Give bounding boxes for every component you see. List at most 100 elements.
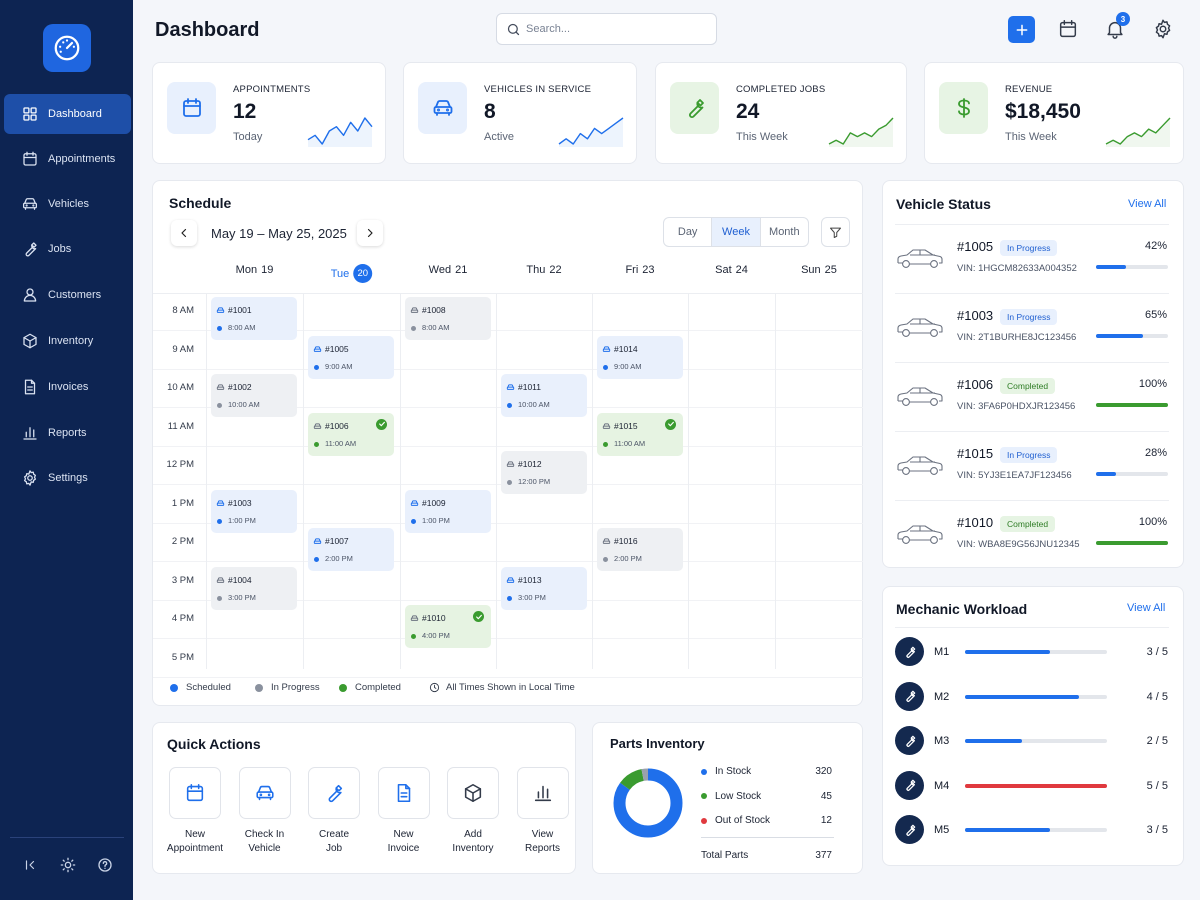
mechanic-row-m4[interactable]: M4 5 / 5 xyxy=(883,770,1183,801)
appointment-1002[interactable]: #1002 10:00 AM xyxy=(211,374,297,417)
search-input[interactable] xyxy=(526,20,706,38)
mechanic-row-m1[interactable]: M1 3 / 5 xyxy=(883,637,1183,667)
speedometer-logo-icon[interactable] xyxy=(43,24,91,72)
mechanic-workload-view-all-link[interactable]: View All xyxy=(1127,602,1166,614)
donut-segment-out-of-stock xyxy=(613,768,683,838)
view-week-button[interactable]: Week xyxy=(712,218,761,246)
completed-check-icon xyxy=(473,611,484,622)
completed-check-icon xyxy=(665,418,676,430)
box-icon[interactable] xyxy=(447,767,499,819)
next-week-button[interactable] xyxy=(357,220,383,246)
workload-bar-fill xyxy=(965,783,1107,788)
appointment-1006[interactable]: #1006 11:00 AM xyxy=(308,412,394,456)
day-header-wed[interactable]: Wed 21 xyxy=(429,264,468,276)
schedule-title: Schedule xyxy=(169,195,232,211)
appointment-time: 1:00 PM xyxy=(228,515,256,525)
sidebar-item-dashboard[interactable]: Dashboard xyxy=(4,94,131,134)
day-name: Tue xyxy=(330,267,350,280)
stat-subtitle: This Week xyxy=(736,131,788,143)
trend-sparkline xyxy=(307,113,373,147)
day-header-mon[interactable]: Mon 19 xyxy=(236,264,274,276)
appointment-1003[interactable]: #1003 1:00 PM xyxy=(211,489,297,533)
add-button[interactable] xyxy=(1008,16,1035,43)
appointment-time: 2:00 PM xyxy=(614,554,642,563)
previous-week-button[interactable] xyxy=(171,220,197,246)
sidebar-item-reports[interactable]: Reports xyxy=(4,413,131,453)
appointment-1007[interactable]: #1007 2:00 PM xyxy=(308,528,394,571)
mechanic-row-m2[interactable]: M2 4 / 5 xyxy=(883,681,1183,712)
day-header-sat[interactable]: Sat 24 xyxy=(715,264,748,276)
sidebar-item-invoices[interactable]: Invoices xyxy=(4,367,131,407)
appointment-1009[interactable]: #1009 1:00 PM xyxy=(405,489,491,533)
appointment-1016[interactable]: #1016 2:00 PM xyxy=(597,528,683,571)
vehicle-row-1003[interactable]: #1003 In Progress 65% VIN: 2T1BURHE8JC12345… xyxy=(883,294,1183,364)
appointment-id: #1012 xyxy=(518,459,542,469)
theme-sun-icon[interactable] xyxy=(58,855,78,875)
settings-gear-icon[interactable] xyxy=(1152,18,1174,40)
sidebar-item-appointments[interactable]: Appointments xyxy=(4,139,131,179)
trend-sparkline xyxy=(1105,113,1171,147)
help-icon[interactable] xyxy=(95,855,115,875)
document-icon[interactable] xyxy=(377,767,430,819)
appointment-1005[interactable]: #1005 9:00 AM xyxy=(308,335,394,379)
appointment-1012[interactable]: #1012 12:00 PM xyxy=(501,451,587,494)
quick-action-new-appointment[interactable]: New Appointment xyxy=(164,767,226,856)
vehicle-row-1015[interactable]: #1015 In Progress 28% VIN: 5YJ3E1EA7JF12345… xyxy=(883,432,1183,502)
vehicle-row-1006[interactable]: #1006 Completed 100% VIN: 3FA6P0HDXJR123456 xyxy=(883,363,1183,433)
car-icon xyxy=(410,499,419,507)
calendar-icon[interactable] xyxy=(169,767,221,819)
quick-action-view-reports[interactable]: View Reports xyxy=(512,767,574,856)
filter-button[interactable] xyxy=(821,217,850,247)
sidebar-item-inventory[interactable]: Inventory xyxy=(4,321,131,361)
view-month-button[interactable]: Month xyxy=(769,226,800,238)
sidebar-item-settings[interactable]: Settings xyxy=(4,458,131,498)
trend-sparkline xyxy=(828,113,894,147)
page-title: Dashboard xyxy=(155,19,260,41)
search-box[interactable] xyxy=(496,13,717,45)
view-day-button[interactable]: Day xyxy=(664,218,713,246)
vehicle-row-1005[interactable]: #1005 In Progress 42% VIN: 1HGCM82633A00435… xyxy=(883,225,1183,295)
appointment-1008[interactable]: #1008 8:00 AM xyxy=(405,297,491,340)
appointment-1013[interactable]: #1013 3:00 PM xyxy=(501,566,587,610)
workload-bar xyxy=(965,783,1107,788)
appointment-1004[interactable]: #1004 3:00 PM xyxy=(211,566,297,610)
day-header-fri[interactable]: Fri 23 xyxy=(625,264,654,276)
calendar-icon[interactable] xyxy=(1057,18,1079,40)
wrench-icon[interactable] xyxy=(308,767,360,819)
legend-dot xyxy=(170,683,178,692)
sidebar: Dashboard Appointments Vehicles Jobs Custome… xyxy=(0,0,133,900)
appointment-1014[interactable]: #1014 9:00 AM xyxy=(597,335,683,379)
vin-text: VIN: 3FA6P0HDXJR123456 xyxy=(957,401,1075,412)
quick-action-add-inventory[interactable]: Add Inventory xyxy=(442,767,504,856)
vehicle-row-1010[interactable]: #1010 Completed 100% VIN: WBA8E9G56JNU12345 xyxy=(883,501,1183,571)
appointment-1015[interactable]: #1015 11:00 AM xyxy=(597,412,683,456)
vin-number: 3FA6P0HDXJR123456 xyxy=(978,401,1076,412)
vehicle-status-view-all-link[interactable]: View All xyxy=(1128,198,1167,210)
bar-chart-icon[interactable] xyxy=(516,767,569,819)
quick-action-new-invoice[interactable]: New Invoice xyxy=(373,767,435,856)
stat-label: VEHICLES IN SERVICE xyxy=(484,84,592,95)
appointment-1010[interactable]: #1010 4:00 PM xyxy=(405,605,491,648)
day-header-sun[interactable]: Sun 25 xyxy=(801,264,837,276)
day-header-thu[interactable]: Thu 22 xyxy=(526,264,561,276)
collapse-sidebar-icon[interactable] xyxy=(20,855,40,875)
sidebar-item-jobs[interactable]: Jobs xyxy=(4,229,131,269)
day-column-divider xyxy=(775,294,776,669)
quick-action-label: Add Inventory xyxy=(452,829,494,854)
appointment-1011[interactable]: #1011 10:00 AM xyxy=(501,374,587,417)
timezone-note: All Times Shown in Local Time xyxy=(429,682,575,693)
sidebar-item-customers[interactable]: Customers xyxy=(4,275,131,315)
appointment-1001[interactable]: #1001 8:00 AM xyxy=(211,297,297,340)
day-header-tue[interactable]: Tue 20 xyxy=(331,264,373,283)
status-dot xyxy=(507,595,512,601)
appointment-time: 9:00 AM xyxy=(325,361,353,371)
legend-label: In Progress xyxy=(271,682,320,693)
sidebar-item-vehicles[interactable]: Vehicles xyxy=(4,184,131,224)
car-icon[interactable] xyxy=(238,767,291,819)
quick-action-create-job[interactable]: Create Job xyxy=(303,767,365,856)
quick-action-check-in-vehicle[interactable]: Check In Vehicle xyxy=(234,767,296,856)
day-number: 19 xyxy=(261,264,274,276)
progress-bar xyxy=(1096,334,1168,338)
mechanic-row-m3[interactable]: M3 2 / 5 xyxy=(883,726,1183,756)
mechanic-row-m5[interactable]: M5 3 / 5 xyxy=(883,815,1183,845)
